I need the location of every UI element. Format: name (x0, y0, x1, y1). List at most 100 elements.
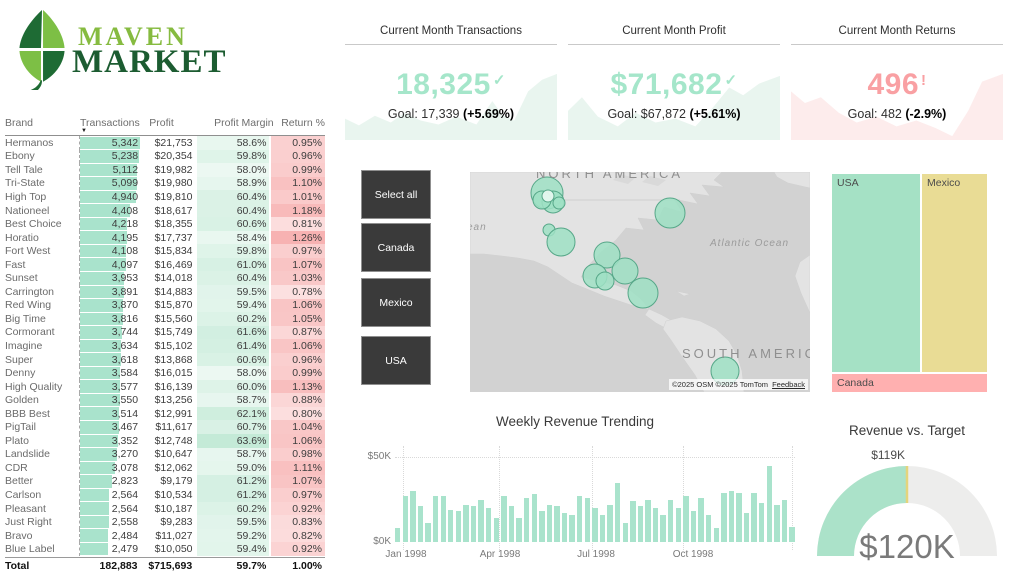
revenue-bar[interactable] (660, 514, 666, 542)
revenue-bar[interactable] (652, 508, 659, 542)
revenue-bar[interactable] (599, 514, 606, 542)
col-header-profit-margin[interactable]: Profit Margin (214, 117, 274, 129)
map-feedback-link[interactable]: Feedback (772, 380, 805, 389)
revenue-bar[interactable] (516, 518, 522, 542)
col-header-transactions[interactable]: Transactions ▼ (80, 117, 140, 134)
map-bubble[interactable] (595, 271, 615, 291)
slicer-button-canada[interactable]: Canada (361, 223, 431, 272)
table-row[interactable]: Denny 3,584 $16,015 58.0% 0.99% (5, 366, 325, 380)
table-row[interactable]: Super 3,618 $13,868 60.6% 0.96% (5, 352, 325, 367)
treemap-block-mexico[interactable]: Mexico (922, 174, 987, 372)
table-row[interactable]: Imagine 3,634 $15,102 61.4% 1.06% (5, 339, 325, 353)
revenue-bar[interactable] (493, 518, 499, 542)
map-bubble[interactable] (552, 196, 566, 210)
revenue-bar[interactable] (463, 504, 469, 542)
map-bubble[interactable] (654, 197, 686, 229)
table-row[interactable]: PigTail 3,467 $11,617 60.7% 1.04% (5, 420, 325, 435)
table-row[interactable]: Sunset 3,953 $14,018 60.4% 1.03% (5, 271, 325, 286)
revenue-bar[interactable] (637, 506, 644, 542)
table-row[interactable]: Fast 4,097 $16,469 61.0% 1.07% (5, 257, 325, 272)
revenue-bar[interactable] (395, 528, 401, 542)
revenue-bar[interactable] (584, 497, 590, 542)
revenue-bar[interactable] (554, 506, 560, 542)
revenue-bar[interactable] (743, 513, 750, 542)
revenue-bar[interactable] (789, 526, 795, 542)
revenue-bar[interactable] (410, 491, 416, 542)
revenue-bar[interactable] (561, 513, 568, 542)
revenue-bar[interactable] (675, 508, 682, 542)
revenue-bar[interactable] (751, 492, 757, 542)
table-row[interactable]: Best Choice 4,218 $18,355 60.6% 0.81% (5, 217, 325, 231)
treemap-block-usa[interactable]: USA (832, 174, 920, 372)
col-header-brand[interactable]: Brand (5, 117, 34, 129)
revenue-bar[interactable] (531, 494, 537, 542)
revenue-bar[interactable] (698, 497, 704, 542)
revenue-bar[interactable] (470, 506, 477, 542)
revenue-bar[interactable] (668, 499, 674, 542)
slicer-button-usa[interactable]: USA (361, 336, 431, 385)
table-row[interactable]: Red Wing 3,870 $15,870 59.4% 1.06% (5, 298, 325, 313)
revenue-bar[interactable] (417, 506, 424, 542)
map-bubble[interactable] (627, 277, 659, 309)
revenue-bar[interactable] (690, 511, 697, 542)
treemap-block-canada[interactable]: Canada (832, 374, 987, 392)
revenue-bar[interactable] (455, 511, 462, 542)
table-row[interactable]: Tell Tale 5,112 $19,982 58.0% 0.99% (5, 163, 325, 177)
revenue-bar[interactable] (766, 465, 773, 542)
table-row[interactable]: Carrington 3,891 $14,883 59.5% 0.78% (5, 285, 325, 299)
revenue-bar[interactable] (781, 499, 788, 542)
revenue-bar[interactable] (440, 496, 446, 542)
revenue-bar[interactable] (592, 508, 598, 542)
revenue-bar[interactable] (705, 514, 712, 542)
revenue-bar[interactable] (607, 504, 613, 542)
table-row[interactable]: Big Time 3,816 $15,560 60.2% 1.05% (5, 312, 325, 326)
revenue-bar[interactable] (546, 504, 553, 542)
table-row[interactable]: Cormorant 3,744 $15,749 61.6% 0.87% (5, 325, 325, 340)
revenue-bar[interactable] (569, 514, 575, 542)
table-row[interactable]: Carlson 2,564 $10,534 61.2% 0.97% (5, 488, 325, 502)
revenue-bar[interactable] (683, 496, 689, 542)
table-row[interactable]: CDR 3,078 $12,062 59.0% 1.11% (5, 461, 325, 475)
revenue-bar[interactable] (645, 499, 651, 542)
map-bubble[interactable] (541, 189, 555, 203)
revenue-bar[interactable] (539, 511, 545, 542)
revenue-bar[interactable] (622, 523, 628, 542)
store-locations-map[interactable]: NORTH AMERICA ean Atlantic Ocean SOUTH A… (470, 172, 810, 392)
revenue-bar[interactable] (614, 482, 621, 542)
revenue-bar[interactable] (508, 506, 515, 542)
table-row[interactable]: Tri-State 5,099 $19,980 58.9% 1.10% (5, 176, 325, 191)
revenue-bar[interactable] (425, 523, 431, 542)
col-header-profit[interactable]: Profit (149, 117, 174, 129)
table-row[interactable]: Landslide 3,270 $10,647 58.7% 0.98% (5, 447, 325, 462)
map-bubble[interactable] (611, 257, 639, 285)
table-row[interactable]: Hermanos 5,342 $21,753 58.6% 0.95% (5, 136, 325, 150)
slicer-button-mexico[interactable]: Mexico (361, 278, 431, 327)
table-row[interactable]: Blue Label 2,479 $10,050 59.4% 0.92% (5, 542, 325, 556)
revenue-bar[interactable] (448, 509, 454, 542)
slicer-button-select-all[interactable]: Select all (361, 170, 431, 219)
table-row[interactable]: Golden 3,550 $13,256 58.7% 0.88% (5, 393, 325, 407)
table-row[interactable]: Ebony 5,238 $20,354 59.8% 0.96% (5, 149, 325, 164)
revenue-bar[interactable] (728, 491, 735, 542)
table-row[interactable]: Better 2,823 $9,179 61.2% 1.07% (5, 474, 325, 489)
map-bubble[interactable] (593, 241, 621, 269)
table-row[interactable]: High Quality 3,577 $16,139 60.0% 1.13% (5, 379, 325, 394)
revenue-bar[interactable] (523, 497, 530, 542)
table-row[interactable]: Horatio 4,195 $17,737 58.4% 1.26% (5, 230, 325, 245)
revenue-bar[interactable] (402, 496, 408, 542)
table-row[interactable]: High Top 4,940 $19,810 60.4% 1.01% (5, 190, 325, 204)
revenue-bar[interactable] (759, 502, 765, 542)
table-row[interactable]: Plato 3,352 $12,748 63.6% 1.06% (5, 434, 325, 448)
revenue-bar[interactable] (478, 499, 484, 542)
map-bubble[interactable] (546, 227, 576, 257)
table-row[interactable]: Bravo 2,484 $11,027 59.2% 0.82% (5, 528, 325, 543)
revenue-bar[interactable] (630, 501, 636, 542)
table-row[interactable]: Fort West 4,108 $15,834 59.8% 0.97% (5, 244, 325, 258)
revenue-bar[interactable] (432, 496, 439, 542)
table-row[interactable]: BBB Best 3,514 $12,991 62.1% 0.80% (5, 406, 325, 421)
revenue-bar[interactable] (713, 528, 719, 542)
table-row[interactable]: Pleasant 2,564 $10,187 60.2% 0.92% (5, 501, 325, 516)
revenue-bar[interactable] (721, 492, 727, 542)
revenue-bar[interactable] (486, 508, 492, 542)
revenue-bar[interactable] (577, 496, 583, 542)
